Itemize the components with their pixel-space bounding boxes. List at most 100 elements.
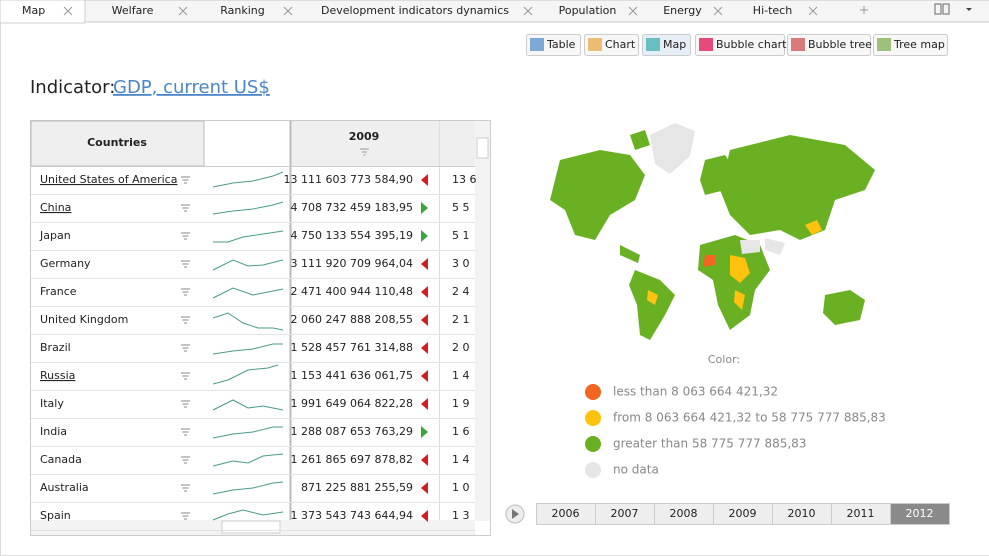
toolbar-label[interactable]: Tree map xyxy=(893,38,945,51)
trend-arrow xyxy=(421,510,428,522)
row-filter-icon[interactable] xyxy=(181,428,190,436)
toolbar-button[interactable] xyxy=(787,34,871,56)
timeline-label[interactable]: 2008 xyxy=(670,507,698,520)
sparkline xyxy=(212,171,284,188)
timeline-label[interactable]: 2009 xyxy=(729,507,757,520)
timeline-label[interactable]: 2011 xyxy=(847,507,875,520)
timeline-label[interactable]: 2010 xyxy=(788,507,816,520)
row-filter-icon[interactable] xyxy=(181,372,190,380)
toolbar-label[interactable]: Map xyxy=(663,38,686,51)
row-filter-icon[interactable] xyxy=(181,316,190,324)
trend-arrow xyxy=(421,286,428,298)
row-filter-icon[interactable] xyxy=(181,260,190,268)
tab-close[interactable] xyxy=(713,6,723,16)
toolbar-button[interactable] xyxy=(873,34,948,56)
trend-arrow xyxy=(421,426,428,438)
tab[interactable]: Energy xyxy=(663,4,702,17)
row-filter-icon[interactable] xyxy=(181,456,190,464)
cell-value: 1 991 649 064 822,28 xyxy=(291,397,413,410)
cell-value: 2 1 xyxy=(452,313,470,326)
row-filter-icon[interactable] xyxy=(181,400,190,408)
country-name: Canada xyxy=(40,453,82,466)
row-filter-icon[interactable] xyxy=(181,232,190,240)
legend-swatch xyxy=(585,410,601,426)
world-map xyxy=(550,123,875,340)
cell-value: 2 060 247 888 208,55 xyxy=(291,313,413,326)
timeline-label[interactable]: 2007 xyxy=(611,507,639,520)
sparkline xyxy=(212,287,284,299)
trend-arrow xyxy=(421,370,428,382)
toolbar-label[interactable]: Chart xyxy=(605,38,636,51)
cell-value: 13 6 xyxy=(452,173,477,186)
scrollbar[interactable] xyxy=(475,121,490,521)
row-filter-icon[interactable] xyxy=(181,344,190,352)
legend-swatch xyxy=(585,436,601,452)
tab-bar xyxy=(0,0,989,22)
toolbar-label[interactable]: Bubble chart xyxy=(716,38,787,51)
row-filter-icon[interactable] xyxy=(181,176,190,184)
cell-value: 1 0 xyxy=(452,481,470,494)
active-tab xyxy=(0,0,86,24)
row-filter-icon[interactable] xyxy=(181,512,190,520)
tab[interactable]: Development indicators dynamics xyxy=(321,4,509,17)
country-name: India xyxy=(40,425,67,438)
row-filter-icon[interactable] xyxy=(181,204,190,212)
cell-value: 3 0 xyxy=(452,257,470,270)
tab-close[interactable] xyxy=(63,6,73,16)
cell-value: 1 4 xyxy=(452,453,470,466)
trend-arrow xyxy=(421,258,428,270)
toolbar-icon xyxy=(646,38,660,51)
country-name: Italy xyxy=(40,397,64,410)
column-header[interactable]: 2009 xyxy=(349,130,380,143)
toolbar-label[interactable]: Bubble tree xyxy=(808,38,872,51)
cell-value: 1 288 087 653 763,29 xyxy=(291,425,413,438)
sparkline xyxy=(212,201,284,215)
tab[interactable]: Map xyxy=(22,4,45,17)
sparkline xyxy=(212,481,284,495)
tab[interactable]: Ranking xyxy=(220,4,265,17)
country-name: Germany xyxy=(40,257,91,270)
country-name[interactable]: China xyxy=(40,201,71,214)
play-button[interactable] xyxy=(505,504,525,524)
layout-icon[interactable] xyxy=(934,3,972,15)
legend-swatch xyxy=(585,462,601,478)
country-name[interactable]: United States of America xyxy=(40,173,177,186)
toolbar-button[interactable] xyxy=(695,34,785,56)
row-filter-icon[interactable] xyxy=(181,484,190,492)
sparkline xyxy=(212,259,284,271)
tab-close[interactable] xyxy=(178,6,188,16)
trend-arrow xyxy=(421,482,428,494)
indicator-label: Indicator: xyxy=(30,77,115,98)
country-name[interactable]: Russia xyxy=(40,369,75,382)
column-header[interactable]: Countries xyxy=(87,136,147,149)
indicator-value[interactable]: GDP, current US$ xyxy=(113,77,270,98)
tab-close[interactable] xyxy=(523,6,533,16)
trend-arrow xyxy=(421,342,428,354)
country-name: France xyxy=(40,285,77,298)
trend-arrow xyxy=(421,398,428,410)
cell-value: 1 261 865 697 878,82 xyxy=(291,453,413,466)
trend-arrow xyxy=(421,454,428,466)
country-name: Australia xyxy=(40,481,89,494)
tab[interactable]: Welfare xyxy=(112,4,154,17)
cell-value: 871 225 881 255,59 xyxy=(301,481,413,494)
legend-swatch xyxy=(585,384,601,400)
tab[interactable]: Hi-tech xyxy=(753,4,792,17)
tab-close[interactable] xyxy=(283,6,293,16)
tab-close[interactable] xyxy=(808,6,818,16)
cell-value: 1 3 xyxy=(452,509,470,522)
row-filter-icon[interactable] xyxy=(181,288,190,296)
timeline-label[interactable]: 2006 xyxy=(552,507,580,520)
cell-value: 2 471 400 944 110,48 xyxy=(291,285,413,298)
tab-close[interactable] xyxy=(628,6,638,16)
timeline-year[interactable] xyxy=(890,503,950,525)
timeline-label[interactable]: 2012 xyxy=(906,507,934,520)
legend-label: greater than 58 775 777 885,83 xyxy=(613,437,806,451)
toolbar-icon xyxy=(588,38,602,51)
toolbar-label[interactable]: Table xyxy=(546,38,576,51)
country-name: Japan xyxy=(39,229,71,242)
tab[interactable]: Population xyxy=(559,4,617,17)
cell-value: 2 0 xyxy=(452,341,470,354)
trend-arrow xyxy=(421,202,428,214)
